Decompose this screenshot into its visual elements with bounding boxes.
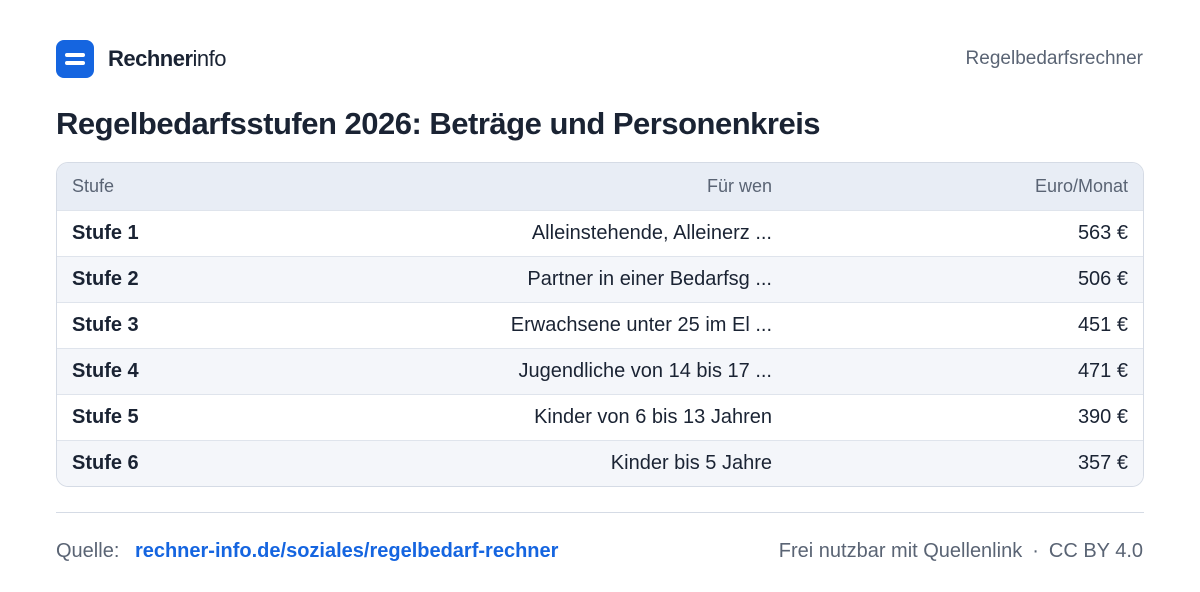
cell-euro-monat: 471 € [1077, 359, 1128, 382]
cell-euro-monat: 563 € [1077, 221, 1128, 244]
column-header-stufe: Stufe [72, 175, 115, 196]
cell-stufe: Stufe 3 [72, 313, 139, 336]
source-info: Quelle: rechner-info.de/soziales/regelbe… [56, 540, 558, 563]
cell-fuer-wen: Erwachsene unter 25 im El ... [510, 313, 772, 336]
source-link[interactable]: rechner-info.de/soziales/regelbedarf-rec… [134, 539, 559, 562]
footer-divider [56, 512, 1144, 513]
cell-euro-monat: 451 € [1077, 313, 1128, 336]
cell-euro-monat: 506 € [1077, 267, 1128, 290]
rates-table: Stufe Für wen Euro/Monat Stufe 1 Alleins… [56, 162, 1144, 487]
cell-euro-monat: 390 € [1077, 405, 1128, 428]
cell-stufe: Stufe 1 [72, 221, 139, 244]
brand-name-bold: Rechner [108, 46, 193, 71]
license-info: Frei nutzbar mit Quellenlink · CC BY 4.0 [779, 540, 1143, 563]
footer: Quelle: rechner-info.de/soziales/regelbe… [56, 536, 1143, 566]
cell-fuer-wen: Jugendliche von 14 bis 17 ... [518, 359, 772, 382]
table-row: Stufe 5 Kinder von 6 bis 13 Jahren 390 € [57, 394, 1143, 440]
page-title: Regelbedarfsstufen 2026: Beträge und Per… [56, 106, 821, 141]
brand-name-light: info [192, 46, 227, 71]
cell-fuer-wen: Alleinstehende, Alleinerz ... [531, 221, 772, 244]
table-row: Stufe 3 Erwachsene unter 25 im El ... 45… [57, 302, 1143, 348]
header-calculator-label: Regelbedarfsrechner [965, 48, 1143, 69]
license-text: Frei nutzbar mit Quellenlink [778, 539, 1023, 562]
table-row: Stufe 2 Partner in einer Bedarfsg ... 50… [57, 256, 1143, 302]
brand-logo[interactable]: Rechnerinfo [56, 40, 227, 78]
cell-stufe: Stufe 6 [72, 451, 139, 474]
source-label: Quelle: [56, 539, 120, 562]
brand-name: Rechnerinfo [108, 46, 227, 72]
table-header-row: Stufe Für wen Euro/Monat [57, 163, 1143, 210]
equals-logo-icon [56, 40, 94, 78]
table-row: Stufe 1 Alleinstehende, Alleinerz ... 56… [57, 210, 1143, 256]
table-row: Stufe 4 Jugendliche von 14 bis 17 ... 47… [57, 348, 1143, 394]
cell-fuer-wen: Partner in einer Bedarfsg ... [527, 267, 772, 290]
cell-euro-monat: 357 € [1077, 451, 1128, 474]
cell-fuer-wen: Kinder von 6 bis 13 Jahren [534, 405, 772, 428]
header: Rechnerinfo Regelbedarfsrechner [56, 40, 1143, 78]
column-header-fuer-wen: Für wen [706, 175, 772, 196]
cell-fuer-wen: Kinder bis 5 Jahre [610, 451, 772, 474]
cell-stufe: Stufe 2 [72, 267, 139, 290]
cell-stufe: Stufe 5 [72, 405, 139, 428]
license-separator: · [1032, 539, 1039, 562]
table-row: Stufe 6 Kinder bis 5 Jahre 357 € [57, 440, 1143, 486]
cell-stufe: Stufe 4 [72, 359, 139, 382]
column-header-euro-monat: Euro/Monat [1034, 175, 1128, 196]
license-name: CC BY 4.0 [1048, 539, 1143, 562]
